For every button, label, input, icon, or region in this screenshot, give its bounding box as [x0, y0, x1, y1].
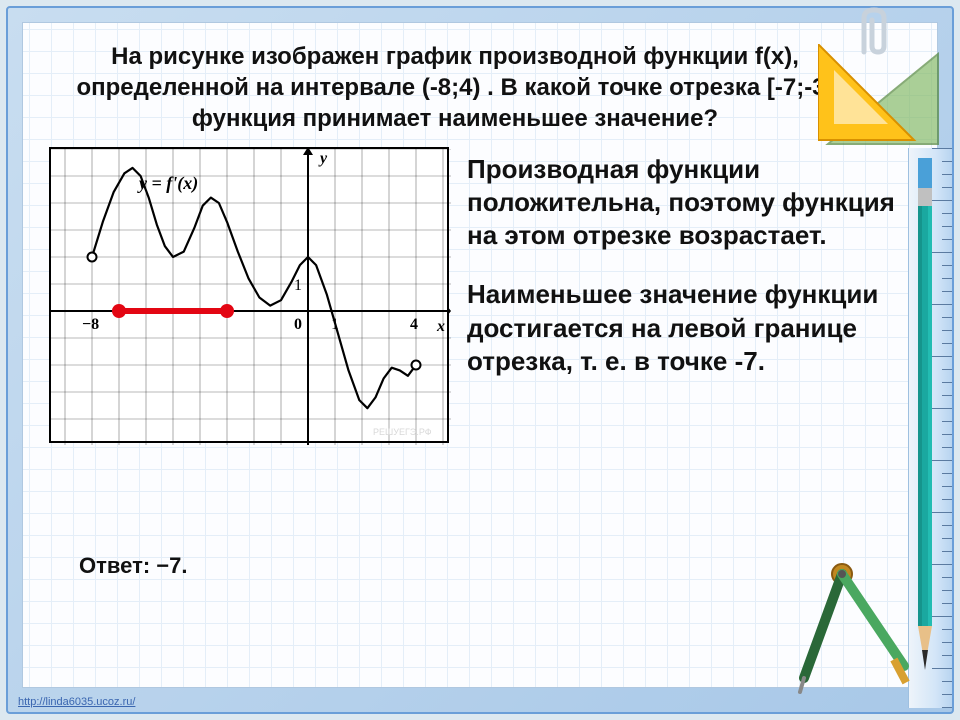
- explanation-2: Наименьшее значение функции достигается …: [467, 278, 911, 378]
- answer-text: Ответ: −7.: [79, 553, 449, 579]
- svg-text:1: 1: [294, 277, 302, 294]
- derivative-chart: y x 0 1 1 −8 4 y = f'(x) РЕШУЕГЭ.РФ: [49, 147, 449, 443]
- svg-text:x: x: [436, 318, 445, 335]
- svg-text:y: y: [318, 150, 328, 167]
- content-row: y x 0 1 1 −8 4 y = f'(x) РЕШУЕГЭ.РФ Ответ: −7. П…: [49, 147, 911, 579]
- question-text: На рисунке изображен график производной …: [49, 41, 861, 135]
- chart-svg: y x 0 1 1 −8 4 y = f'(x) РЕШУЕГЭ.РФ: [51, 149, 451, 445]
- svg-text:0: 0: [294, 316, 302, 333]
- footer-url: http://linda6035.ucoz.ru/: [18, 696, 135, 708]
- paperclip-icon: [852, 4, 898, 62]
- right-column: Производная функции положительна, поэтом…: [467, 147, 911, 379]
- explanation-1: Производная функции положительна, поэтом…: [467, 153, 911, 253]
- slide-frame: На рисунке изображен график производной …: [6, 6, 954, 714]
- svg-text:y = f'(x): y = f'(x): [137, 173, 198, 194]
- svg-text:4: 4: [410, 316, 418, 333]
- svg-text:−8: −8: [82, 316, 99, 333]
- svg-text:1: 1: [331, 316, 339, 333]
- left-column: y x 0 1 1 −8 4 y = f'(x) РЕШУЕГЭ.РФ Ответ: −7.: [49, 147, 449, 579]
- svg-text:РЕШУЕГЭ.РФ: РЕШУЕГЭ.РФ: [373, 427, 432, 437]
- compass-icon: [784, 548, 934, 698]
